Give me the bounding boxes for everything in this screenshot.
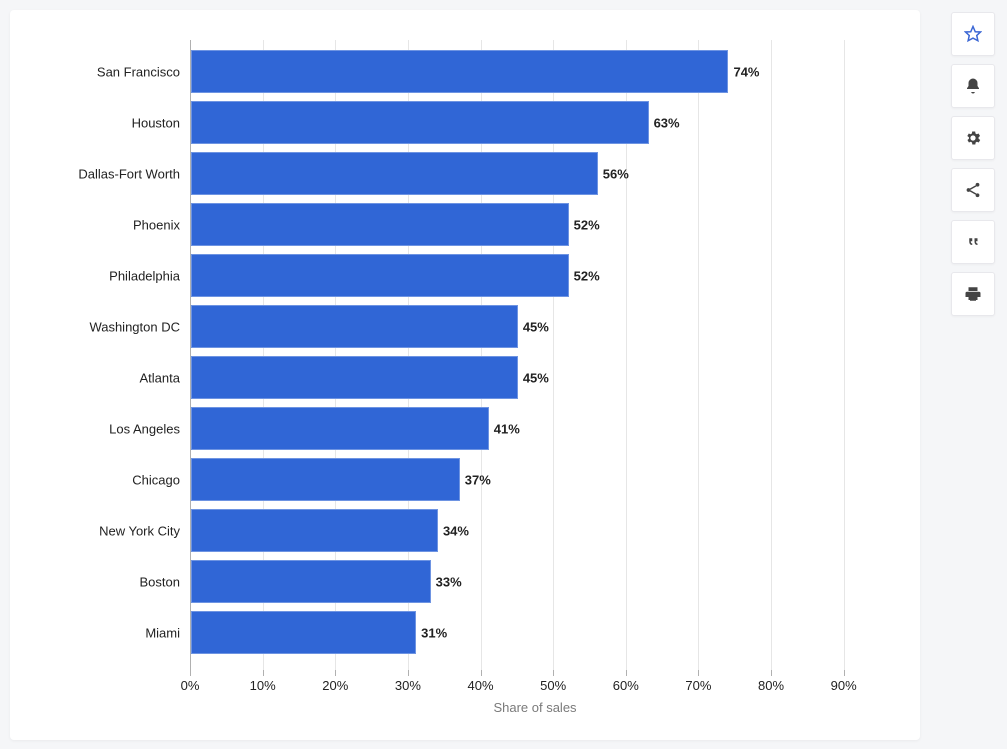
bar[interactable]: [191, 356, 518, 399]
value-label: 56%: [603, 166, 629, 181]
x-tick-mark: [263, 670, 264, 676]
bar-row: Houston63%: [190, 97, 880, 148]
bar[interactable]: [191, 152, 598, 195]
share-button[interactable]: [951, 168, 995, 212]
value-label: 74%: [733, 64, 759, 79]
x-tick-label: 20%: [322, 678, 348, 693]
plot-area: Share of sales 0%10%20%30%40%50%60%70%80…: [190, 40, 880, 670]
x-tick-mark: [698, 670, 699, 676]
chart-area: Share of sales 0% 10% 20% 30% 40% 50% 60% 70% 80…: [20, 30, 900, 720]
bar-row: Dallas-Fort Worth56%: [190, 148, 880, 199]
bar[interactable]: [191, 560, 431, 603]
bar-row: San Francisco74%: [190, 46, 880, 97]
bar-row: Washington DC45%: [190, 301, 880, 352]
category-label: New York City: [99, 523, 180, 538]
quote-icon: [964, 233, 982, 251]
bar-row: Chicago37%: [190, 454, 880, 505]
category-label: Philadelphia: [109, 268, 180, 283]
value-label: 37%: [465, 472, 491, 487]
x-tick-label: 30%: [395, 678, 421, 693]
print-icon: [964, 285, 982, 303]
x-tick-mark: [844, 670, 845, 676]
bell-icon: [964, 77, 982, 95]
bar-row: New York City34%: [190, 505, 880, 556]
category-label: Phoenix: [133, 217, 180, 232]
alert-button[interactable]: [951, 64, 995, 108]
category-label: Houston: [132, 115, 180, 130]
bar[interactable]: [191, 203, 569, 246]
bar-row: Boston33%: [190, 556, 880, 607]
settings-button[interactable]: [951, 116, 995, 160]
x-axis-title: Share of sales: [493, 700, 576, 715]
gear-icon: [964, 129, 982, 147]
bar-row: Phoenix52%: [190, 199, 880, 250]
x-tick-mark: [408, 670, 409, 676]
x-tick-label: 50%: [540, 678, 566, 693]
favorite-button[interactable]: [951, 12, 995, 56]
category-label: San Francisco: [97, 64, 180, 79]
x-tick-label: 70%: [685, 678, 711, 693]
category-label: Washington DC: [89, 319, 180, 334]
value-label: 63%: [654, 115, 680, 130]
category-label: Los Angeles: [109, 421, 180, 436]
bar[interactable]: [191, 50, 728, 93]
x-tick-label: 10%: [250, 678, 276, 693]
x-tick-mark: [481, 670, 482, 676]
x-tick-mark: [771, 670, 772, 676]
chart-card: Share of sales 0% 10% 20% 30% 40% 50% 60% 70% 80…: [10, 10, 920, 740]
value-label: 45%: [523, 370, 549, 385]
x-tick-label: 0%: [181, 678, 200, 693]
x-tick-label: 60%: [613, 678, 639, 693]
category-label: Miami: [145, 625, 180, 640]
bar[interactable]: [191, 611, 416, 654]
bar[interactable]: [191, 458, 460, 501]
bar[interactable]: [191, 254, 569, 297]
value-label: 31%: [421, 625, 447, 640]
share-icon: [964, 181, 982, 199]
bar-row: Atlanta45%: [190, 352, 880, 403]
bar[interactable]: [191, 407, 489, 450]
cite-button[interactable]: [951, 220, 995, 264]
category-label: Boston: [140, 574, 180, 589]
bar-row: Philadelphia52%: [190, 250, 880, 301]
x-tick-mark: [626, 670, 627, 676]
bar-row: Los Angeles41%: [190, 403, 880, 454]
value-label: 41%: [494, 421, 520, 436]
print-button[interactable]: [951, 272, 995, 316]
bar[interactable]: [191, 509, 438, 552]
x-tick-mark: [553, 670, 554, 676]
value-label: 52%: [574, 217, 600, 232]
category-label: Dallas-Fort Worth: [78, 166, 180, 181]
toolbar: [951, 12, 995, 316]
bar[interactable]: [191, 305, 518, 348]
value-label: 34%: [443, 523, 469, 538]
category-label: Atlanta: [140, 370, 180, 385]
bar-row: Miami31%: [190, 607, 880, 658]
value-label: 33%: [436, 574, 462, 589]
bar[interactable]: [191, 101, 649, 144]
x-tick-mark: [335, 670, 336, 676]
x-tick-mark: [190, 670, 191, 676]
value-label: 45%: [523, 319, 549, 334]
star-icon: [964, 25, 982, 43]
x-tick-label: 40%: [468, 678, 494, 693]
value-label: 52%: [574, 268, 600, 283]
x-tick-label: 80%: [758, 678, 784, 693]
category-label: Chicago: [132, 472, 180, 487]
x-tick-label: 90%: [831, 678, 857, 693]
